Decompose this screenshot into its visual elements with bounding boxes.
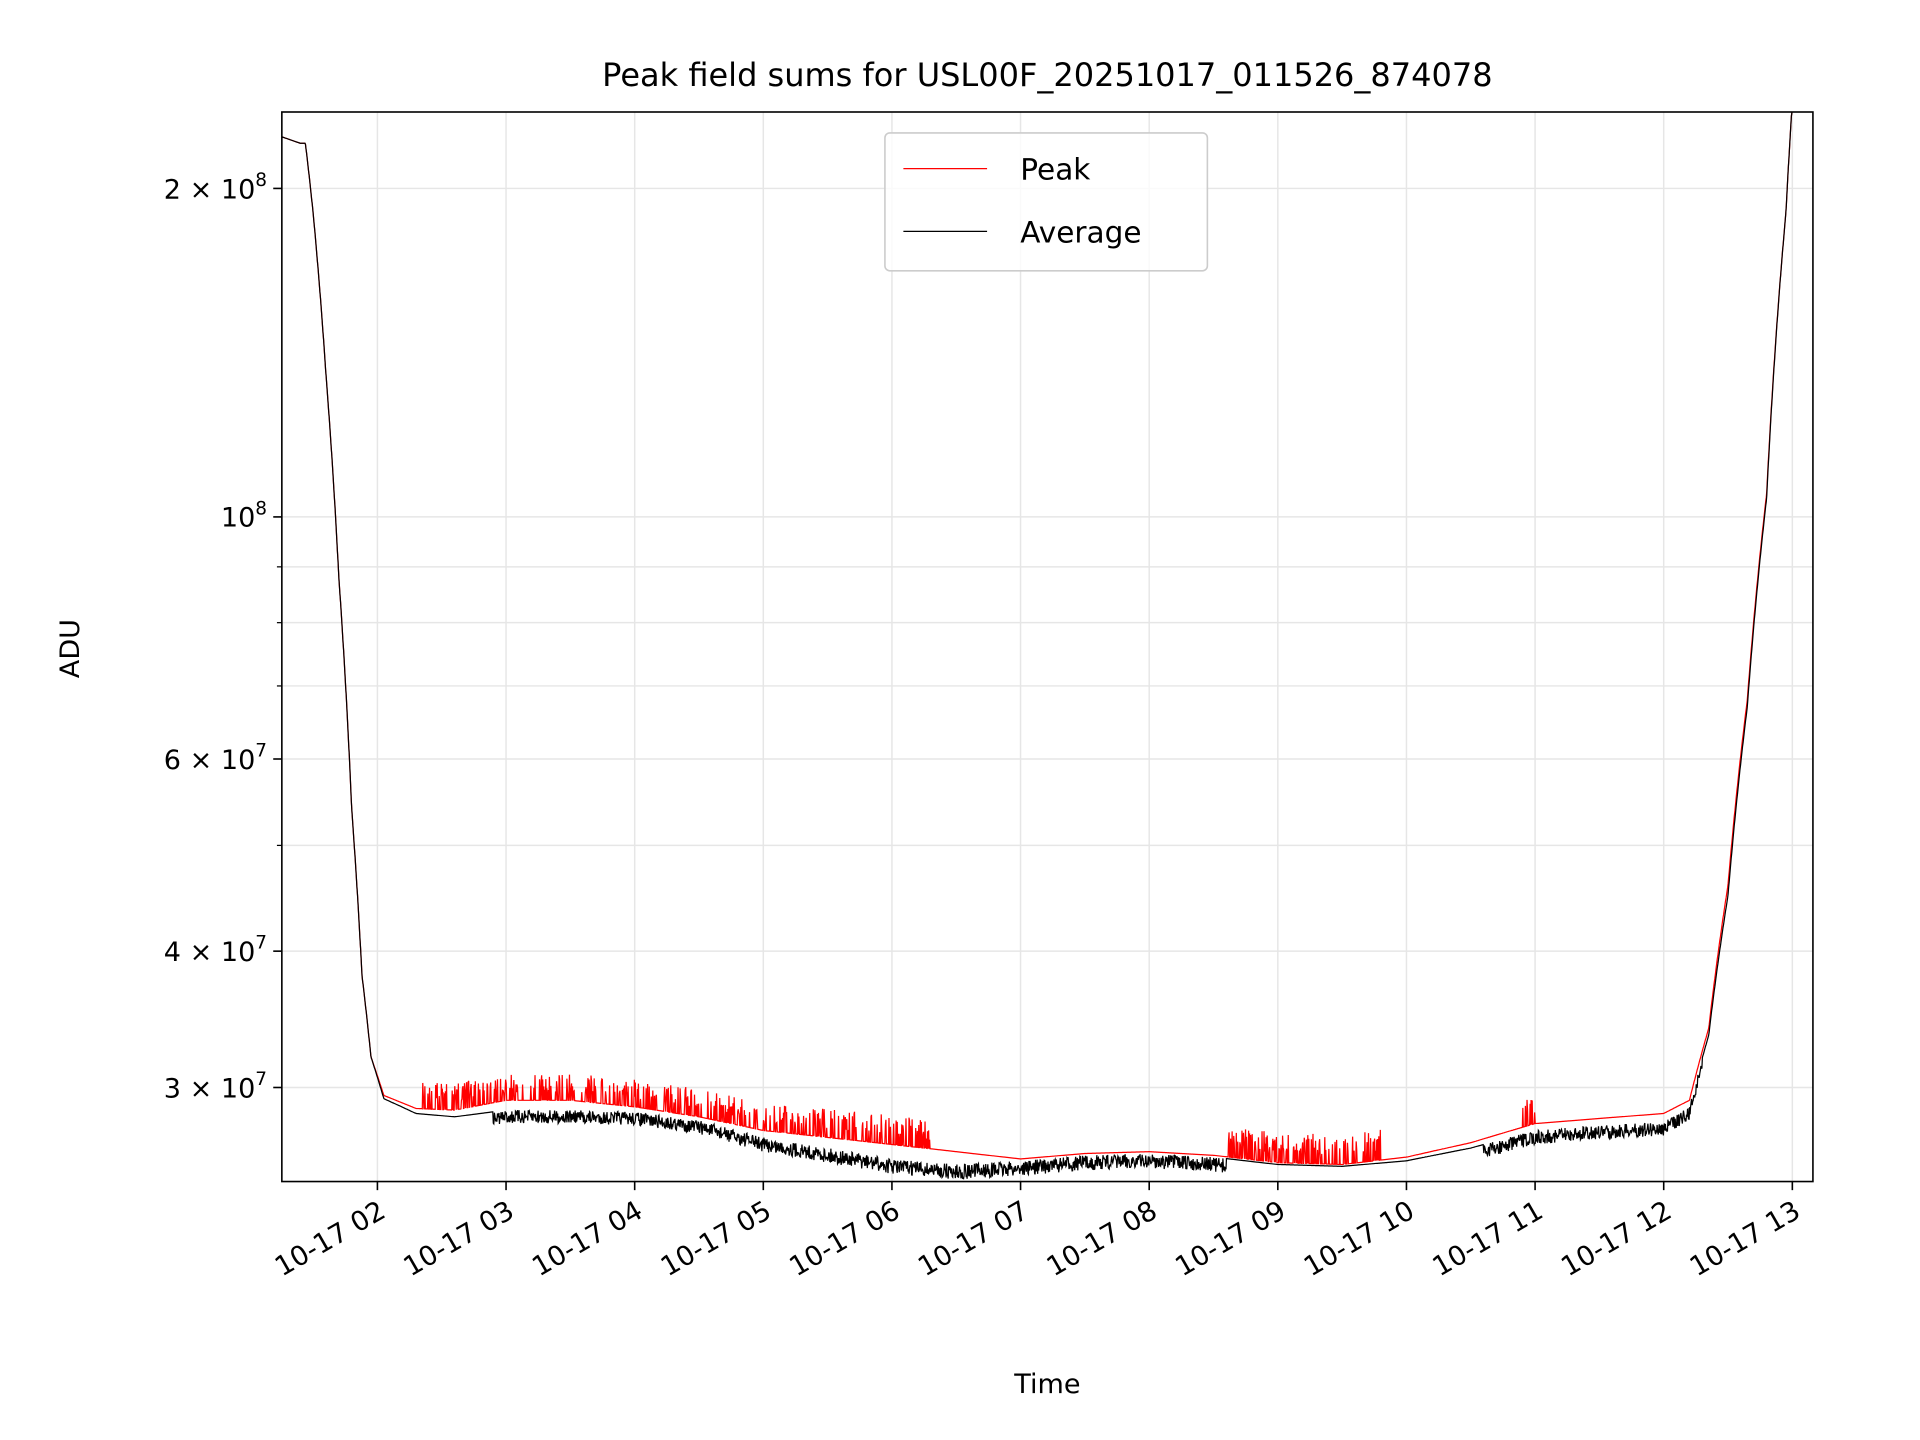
y-tick-exponent: 7: [255, 933, 267, 954]
y-tick-mantissa: 6: [164, 745, 190, 776]
y-tick-exponent: 7: [255, 741, 267, 762]
series-line-average: [281, 111, 1793, 1180]
y-tick-base: 10: [221, 174, 255, 205]
y-tick-label: 2 × 108: [164, 170, 267, 205]
legend-average-label: Average: [1020, 215, 1141, 249]
y-tick-base: 10: [221, 745, 255, 776]
y-axis-label: ADU: [55, 619, 86, 678]
y-tick-times: ×: [190, 937, 221, 968]
legend-peak-label: Peak: [1020, 153, 1090, 187]
y-tick-times: ×: [190, 745, 221, 776]
plot-frame: [281, 111, 1814, 1183]
y-tick-label: 108: [221, 498, 267, 533]
y-tick-label: 3 × 107: [164, 1069, 267, 1104]
grid: [281, 112, 1813, 1182]
y-tick-exponent: 8: [255, 498, 267, 519]
y-tick-label: 6 × 107: [164, 741, 267, 776]
y-tick-exponent: 8: [255, 170, 267, 191]
y-tick-base: 10: [221, 503, 255, 534]
legend: Peak Average: [884, 132, 1209, 272]
y-tick-mantissa: 4: [164, 937, 190, 968]
y-tick-mantissa: 2: [164, 174, 190, 205]
series-line-peak: [281, 111, 1793, 1166]
y-tick-mantissa: 3: [164, 1073, 190, 1104]
series-layer: [281, 111, 1793, 1180]
y-tick-label: 4 × 107: [164, 933, 267, 968]
y-tick-base: 10: [221, 1073, 255, 1104]
legend-box: [884, 132, 1209, 272]
y-tick-times: ×: [190, 174, 221, 205]
chart-title: Peak field sums for USL00F_20251017_0115…: [602, 56, 1492, 94]
x-axis-label: Time: [1013, 1369, 1080, 1400]
y-tick-times: ×: [190, 1073, 221, 1104]
y-tick-base: 10: [221, 937, 255, 968]
y-tick-exponent: 7: [255, 1069, 267, 1090]
